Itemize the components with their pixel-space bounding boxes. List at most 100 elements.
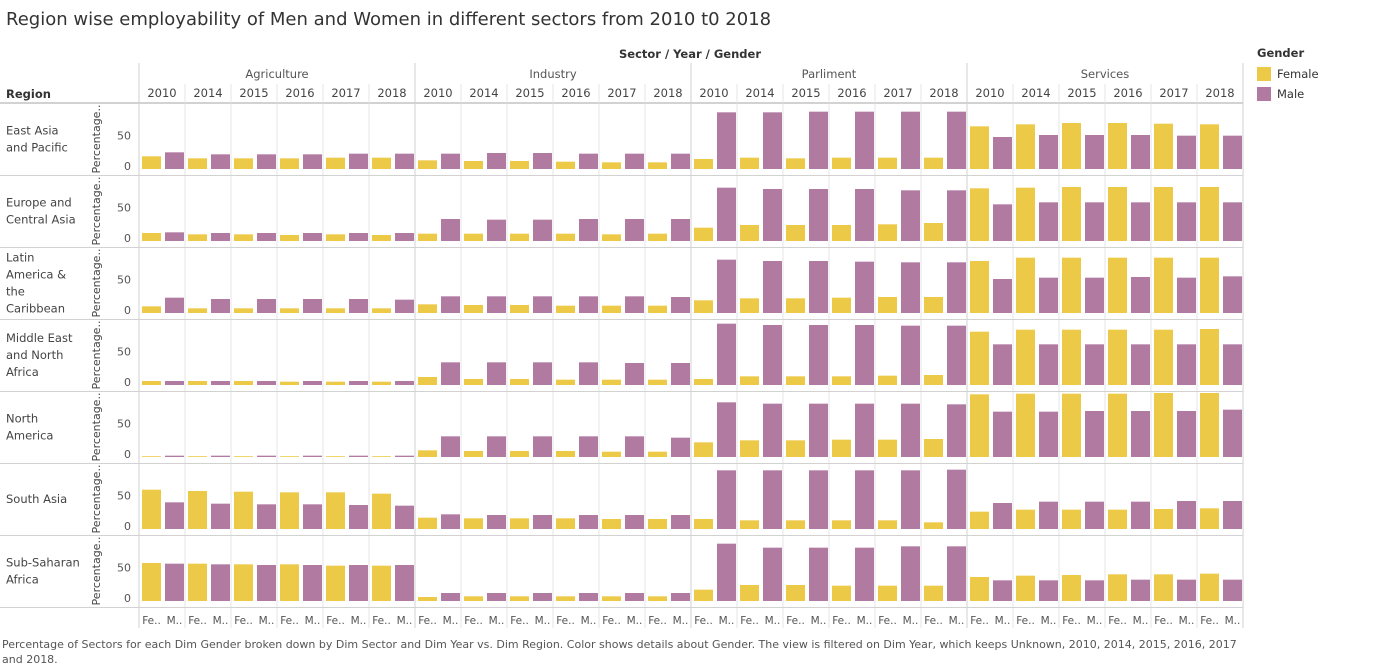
bar-female (740, 225, 759, 241)
bar-female (924, 375, 943, 385)
bar-female (1016, 124, 1035, 169)
bar-female (924, 157, 943, 169)
gender-tick-label: M.. (397, 615, 413, 627)
region-label: Europe and (6, 196, 72, 210)
bar-male (257, 504, 276, 529)
bar-female (326, 492, 345, 529)
gender-tick-label: M.. (903, 615, 919, 627)
bar-male (579, 219, 598, 241)
bar-female (1062, 187, 1081, 241)
bar-female (694, 519, 713, 529)
bar-female (648, 305, 667, 313)
gender-tick-label: M.. (811, 615, 827, 627)
bar-female (372, 157, 391, 169)
bar-male (1039, 202, 1058, 241)
year-header: 2018 (653, 86, 682, 100)
bar-female (786, 520, 805, 529)
region-label: and North (6, 348, 63, 362)
bar-female (280, 308, 299, 313)
bar-male (257, 233, 276, 241)
bar-male (625, 436, 644, 457)
gender-tick-label: Fe.. (1200, 615, 1219, 627)
bar-male (1223, 409, 1242, 457)
gender-tick-label: M.. (995, 615, 1011, 627)
bar-female (326, 234, 345, 241)
year-header: 2014 (469, 86, 498, 100)
bar-male (993, 204, 1012, 241)
bar-female (1108, 187, 1127, 241)
bar-female (786, 440, 805, 457)
bar-male (1085, 580, 1104, 601)
gender-tick-label: Fe.. (1016, 615, 1035, 627)
bar-male (1085, 411, 1104, 457)
bar-male (1039, 135, 1058, 169)
bar-female (464, 518, 483, 529)
bar-male (763, 325, 782, 385)
bar-female (556, 233, 575, 241)
bar-female (740, 440, 759, 457)
bar-male (441, 296, 460, 313)
bar-male (717, 323, 736, 385)
bar-male (1177, 135, 1196, 169)
bar-female (970, 331, 989, 385)
bar-male (349, 153, 368, 169)
year-header: 2015 (239, 86, 268, 100)
bar-female (556, 451, 575, 457)
gender-tick-label: Fe.. (464, 615, 483, 627)
bar-female (280, 456, 299, 457)
bar-male (947, 546, 966, 601)
bar-male (625, 593, 644, 601)
bar-male (257, 455, 276, 457)
bar-male (579, 593, 598, 601)
year-header: 2010 (147, 86, 176, 100)
bar-female (280, 235, 299, 241)
gender-tick-label: Fe.. (280, 615, 299, 627)
bar-female (326, 308, 345, 313)
bar-male (901, 111, 920, 169)
year-header: 2016 (561, 86, 590, 100)
axis-title: Percentage.. (90, 105, 103, 174)
year-header: 2015 (1067, 86, 1096, 100)
gender-tick-label: M.. (1133, 615, 1149, 627)
bar-female (1062, 393, 1081, 457)
bar-female (510, 596, 529, 601)
bar-male (717, 470, 736, 529)
bar-male (855, 547, 874, 601)
region-label: East Asia (6, 124, 59, 138)
bar-male (809, 470, 828, 529)
gender-tick-label: Fe.. (188, 615, 207, 627)
bar-female (326, 381, 345, 385)
region-label: South Asia (6, 492, 67, 506)
bar-male (533, 219, 552, 241)
bar-female (464, 451, 483, 457)
year-header: 2010 (699, 86, 728, 100)
bar-female (1200, 329, 1219, 385)
year-header: 2015 (515, 86, 544, 100)
legend-item-female[interactable]: Female (1257, 64, 1319, 84)
bar-male (1223, 579, 1242, 601)
bar-female (372, 308, 391, 313)
bar-female (832, 225, 851, 241)
bar-male (1177, 344, 1196, 385)
bar-female (786, 225, 805, 241)
bar-male (763, 261, 782, 313)
axis-title: Percentage.. (90, 177, 103, 246)
bar-female (1062, 123, 1081, 169)
bar-female (142, 233, 161, 241)
legend-item-male[interactable]: Male (1257, 84, 1319, 104)
gender-tick-label: M.. (167, 615, 183, 627)
bar-female (1062, 575, 1081, 601)
bar-female (1016, 257, 1035, 313)
chart-caption: Percentage of Sectors for each Dim Gende… (2, 638, 1237, 666)
bar-male (901, 546, 920, 601)
region-label: Caribbean (6, 302, 65, 316)
bar-female (970, 188, 989, 241)
bar-female (878, 520, 897, 529)
bar-female (1154, 123, 1173, 169)
bar-male (809, 261, 828, 313)
bar-male (1085, 135, 1104, 169)
region-label: Sub-Saharan (6, 556, 80, 570)
bar-male (211, 455, 230, 457)
bar-male (441, 219, 460, 241)
bar-male (579, 153, 598, 169)
